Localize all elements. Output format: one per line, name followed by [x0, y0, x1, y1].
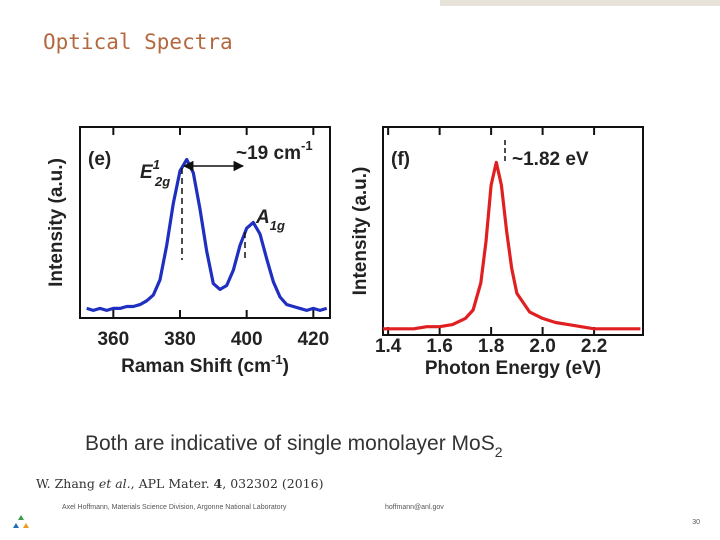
- e2g-sup: 1: [153, 157, 160, 172]
- shift-sup: -1: [301, 138, 313, 153]
- x-axis-label: Photon Energy (eV): [425, 358, 601, 379]
- x-axis-label-sup: -1: [271, 352, 283, 367]
- panel-label: (e): [88, 149, 111, 170]
- y-axis-label: Intensity (a.u.): [350, 167, 371, 296]
- x-tick-label: 1.8: [478, 336, 504, 357]
- e2g-main: E: [140, 162, 154, 183]
- x-tick-label: 360: [97, 329, 129, 350]
- e2g-label: E1 2g: [140, 157, 170, 189]
- a1g-sub: 1g: [270, 218, 285, 233]
- x-axis-label-text: Raman Shift (cm: [121, 356, 271, 377]
- ref: 4: [214, 476, 223, 491]
- peak-label: ~1.82 eV: [512, 149, 589, 170]
- a1g-main: A: [255, 207, 270, 228]
- shift-label: ~19 cm-1: [236, 138, 313, 164]
- slide-title: Optical Spectra: [43, 30, 233, 54]
- x-tick-label: 420: [297, 329, 329, 350]
- e2g-sub: 2g: [154, 174, 170, 189]
- caption-text: Both are indicative of single monolayer …: [85, 432, 495, 455]
- spectrum-line: [383, 160, 641, 331]
- panel-label: (f): [391, 149, 410, 170]
- x-tick-label: 2.0: [529, 336, 555, 357]
- x-tick-label: 1.6: [426, 336, 452, 357]
- x-tick-label: 380: [164, 329, 196, 350]
- x-tick-label: 2.2: [581, 336, 607, 357]
- x-axis-label: Raman Shift (cm-1): [121, 352, 289, 377]
- y-axis-label: Intensity (a.u.): [46, 158, 67, 287]
- x-axis-label-tail: ): [283, 356, 289, 377]
- ref: , APL Mater.: [131, 476, 214, 491]
- footer-author: Axel Hoffmann, Materials Science Divisio…: [62, 504, 287, 511]
- x-axis-label-text: Photon Energy (eV): [425, 358, 601, 379]
- a1g-label: A1g: [255, 207, 285, 233]
- logo: [13, 515, 29, 528]
- ref: , 032302 (2016): [222, 476, 323, 491]
- shift-text: ~19 cm: [236, 143, 301, 164]
- spectrum-line: [86, 157, 328, 312]
- ref: W. Zhang: [36, 476, 99, 491]
- ref: et al.: [99, 476, 131, 491]
- x-tick-label: 400: [231, 329, 263, 350]
- x-tick-label: 1.4: [375, 336, 402, 357]
- plot-frame: [79, 126, 331, 319]
- page-number: 30: [692, 519, 700, 526]
- plot-frame: [382, 126, 644, 336]
- top-bar: [440, 0, 720, 6]
- footer-email: hoffmann@anl.gov: [385, 504, 444, 511]
- reference: W. Zhang et al., APL Mater. 4, 032302 (2…: [36, 476, 323, 491]
- caption-sub: 2: [495, 444, 503, 460]
- caption: Both are indicative of single monolayer …: [85, 432, 503, 460]
